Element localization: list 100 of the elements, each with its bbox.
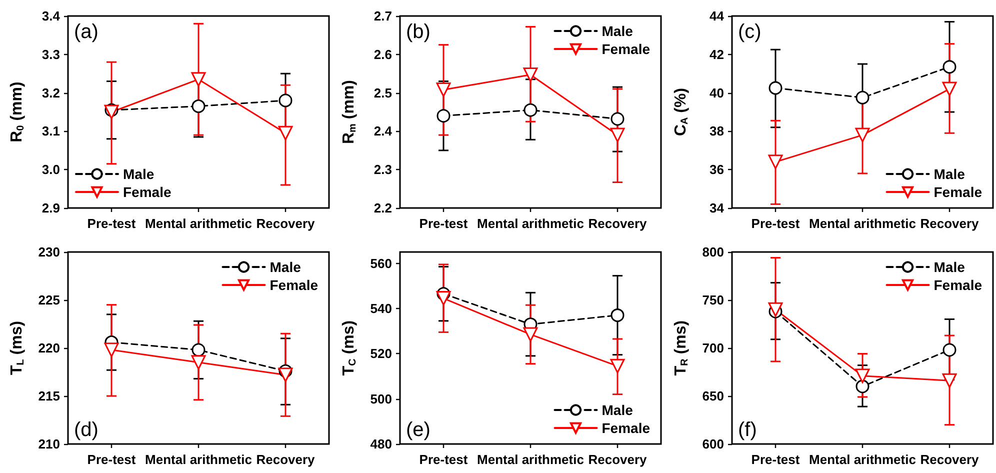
y-tick-label: 700 [702,340,724,356]
legend-label: Female [934,277,982,293]
x-tick-label: Recovery [256,452,316,467]
x-tick-label: Recovery [588,452,648,467]
legend-label: Female [123,184,172,200]
y-axis-title: CA (%) [672,88,690,136]
x-tick-label: Pre-test [419,216,468,231]
x-tick-label: Mental arithmetic [809,452,916,467]
y-tick-label: 38 [710,124,724,139]
legend-label: Female [270,277,318,293]
legend-label: Female [602,41,650,57]
x-tick-label: Mental arithmetic [477,216,584,231]
y-tick-label: 2.2 [374,200,392,216]
x-tick-label: Recovery [256,216,316,231]
point [278,94,292,108]
legend-label: Male [123,166,154,182]
point [856,380,870,394]
y-axis-title: TC (ms) [340,320,358,376]
point [191,72,206,87]
y-tick-label: 600 [702,436,724,452]
y-axis-title: TL (ms) [8,320,26,376]
point [855,128,870,142]
point [768,81,782,95]
point [768,154,783,170]
y-tick-label: 3.1 [42,124,60,139]
point [855,368,870,384]
y-tick-label: 2.4 [374,124,393,139]
legend-label: Female [602,420,650,436]
point [104,342,119,358]
annotation: (d) [74,419,98,441]
point [942,60,956,74]
y-tick-label: 230 [38,244,60,260]
point [436,109,450,123]
y-tick-label: 750 [702,292,724,308]
point [942,343,956,357]
y-tick-label: 2.7 [374,8,392,24]
y-tick-label: 220 [38,340,60,356]
point [191,355,206,370]
legend-label: Male [270,259,302,275]
legend-label: Male [602,23,634,39]
y-tick-label: 215 [38,388,60,404]
x-tick-label: Mental arithmetic [477,452,584,467]
x-tick-label: Recovery [920,452,980,467]
y-axis-title: TR (ms) [672,320,690,376]
x-tick-label: Recovery [588,216,648,231]
y-tick-label: 540 [370,300,392,316]
annotation: (b) [406,21,430,43]
point [523,327,538,342]
point [942,373,957,388]
legend-label: Male [602,402,634,418]
x-tick-label: Mental arithmetic [145,216,252,231]
y-tick-label: 650 [702,388,724,404]
y-tick-label: 34 [710,200,725,216]
y-tick-label: 40 [710,85,724,100]
y-tick-label: 225 [38,292,60,308]
annotation: (e) [406,419,430,441]
x-tick-label: Mental arithmetic [145,452,252,467]
x-tick-label: Pre-test [751,452,800,467]
point [610,128,625,142]
x-tick-label: Pre-test [87,452,136,467]
point [856,90,870,104]
y-tick-label: 3.3 [42,46,60,62]
x-tick-label: Pre-test [87,216,136,231]
point [610,308,624,322]
point [523,68,538,82]
y-tick-label: 3.2 [42,85,60,100]
y-tick-label: 500 [370,391,392,406]
y-tick-label: 2.6 [374,46,392,62]
y-tick-label: 480 [370,436,392,452]
x-tick-label: Mental arithmetic [809,216,916,231]
point [192,343,206,357]
legend-label: Female [934,184,982,200]
y-tick-label: 2.9 [42,200,60,216]
y-tick-label: 800 [702,244,724,260]
y-tick-label: 560 [370,256,392,271]
y-tick-label: 3.4 [42,8,61,24]
point [436,82,451,97]
point [524,103,538,117]
annotation: (c) [738,21,762,43]
point [942,82,957,96]
y-tick-label: 210 [38,436,60,452]
point [610,358,625,374]
legend-label: Male [934,259,966,275]
x-tick-label: Recovery [920,216,980,231]
point [192,99,206,113]
point [610,112,624,126]
y-axis-title: Rm (mm) [340,80,358,144]
y-tick-label: 44 [710,8,725,24]
y-tick-label: 42 [710,46,724,62]
y-tick-label: 2.5 [374,85,392,100]
point [278,368,293,382]
point [436,291,451,306]
annotation: (f) [738,419,757,441]
y-tick-label: 2.3 [374,162,392,178]
point [278,126,293,140]
x-tick-label: Pre-test [419,452,468,467]
y-tick-label: 36 [710,162,724,178]
x-tick-label: Pre-test [751,216,800,231]
y-tick-label: 3.0 [42,162,60,178]
y-tick-label: 520 [370,346,392,362]
